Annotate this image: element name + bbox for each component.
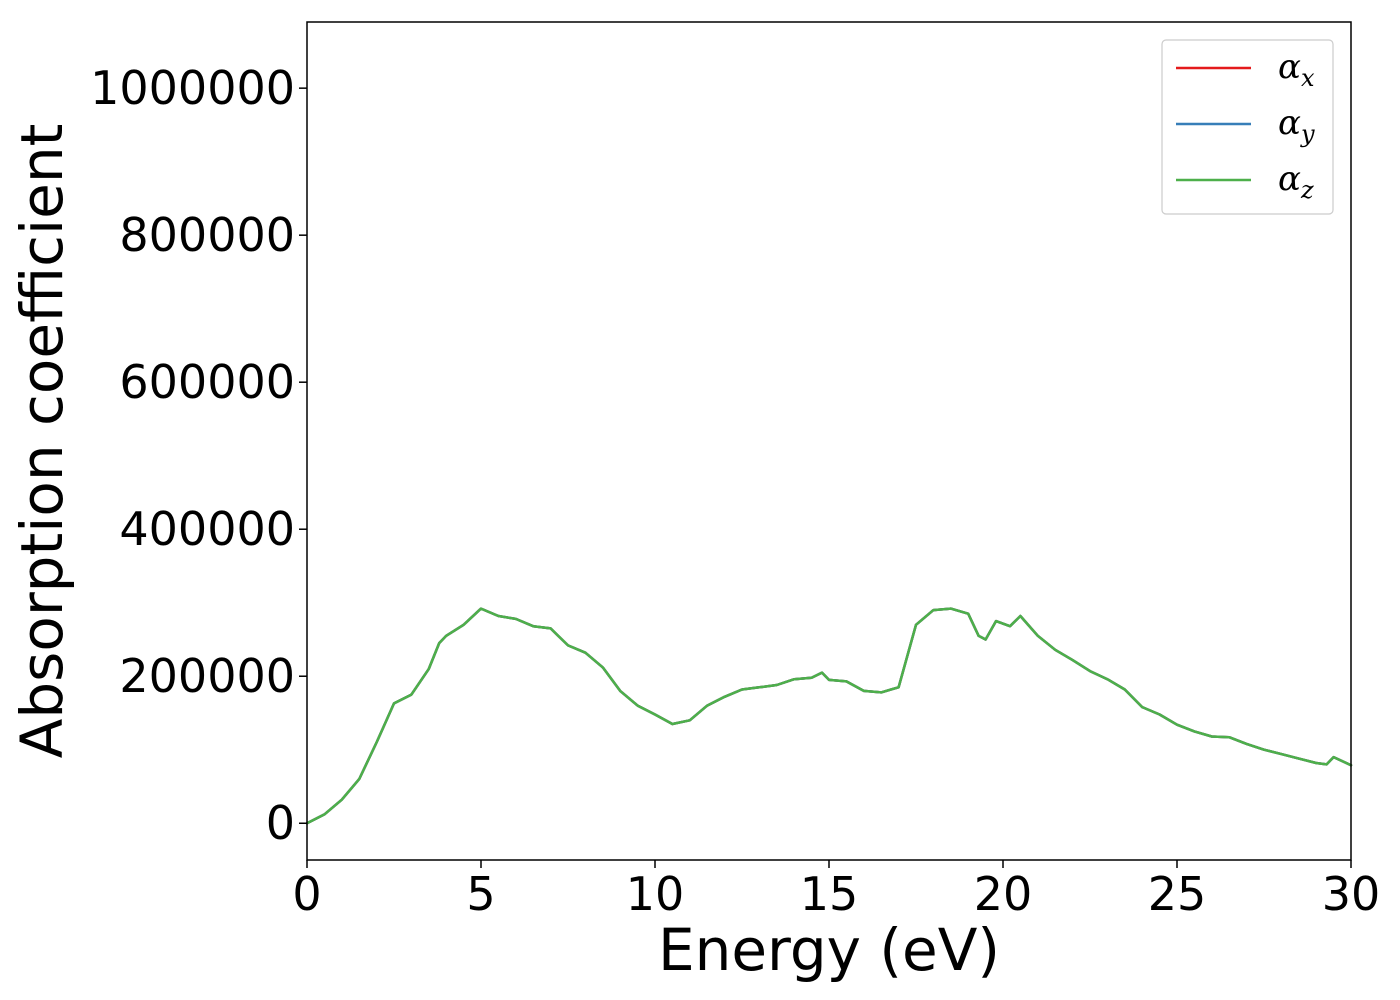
x-tick-label: 30 (1322, 867, 1381, 921)
y-tick-label: 400000 (119, 502, 295, 556)
y-tick-label: 1000000 (90, 61, 295, 115)
x-tick-label: 20 (974, 867, 1033, 921)
legend: αx αy αz (1161, 39, 1334, 215)
x-tick-label: 0 (292, 867, 321, 921)
y-axis-label: Absorption coefficient (8, 124, 76, 759)
x-tick-label: 10 (626, 867, 685, 921)
x-tick-label: 15 (800, 867, 859, 921)
legend-entry: αz (1278, 159, 1314, 204)
y-tick-label: 0 (266, 796, 295, 850)
series-line (305, 607, 1353, 825)
x-axis: 0 5 10 15 20 25 30 (292, 860, 1380, 921)
y-tick-label: 200000 (119, 649, 295, 703)
x-tick-label: 5 (466, 867, 495, 921)
y-tick-label: 800000 (119, 208, 295, 262)
y-axis: 0 200000 400000 600000 800000 1000000 (90, 61, 307, 850)
series-layer (305, 607, 1353, 825)
x-tick-label: 25 (1148, 867, 1207, 921)
x-axis-label: Energy (eV) (658, 916, 1000, 984)
legend-box (1161, 39, 1334, 215)
legend-entry: αy (1278, 103, 1315, 148)
legend-entry: αx (1278, 47, 1315, 92)
y-tick-label: 600000 (119, 355, 295, 409)
